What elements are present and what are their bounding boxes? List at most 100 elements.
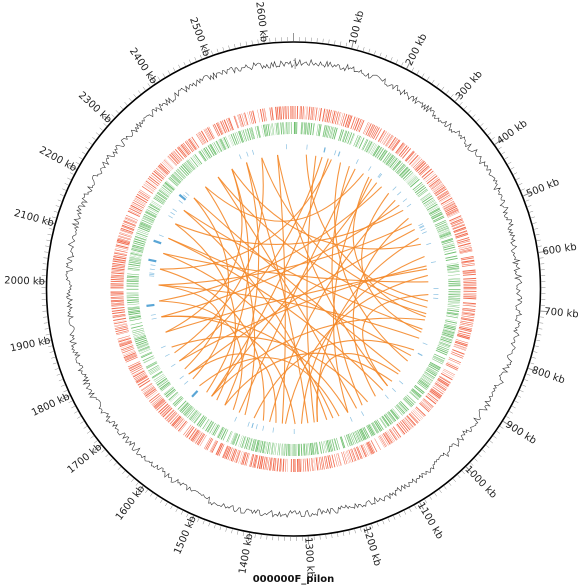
reverse-gene [444, 322, 457, 326]
reverse-gene [347, 132, 353, 144]
reverse-gene [379, 417, 387, 429]
reverse-gene [358, 429, 365, 441]
forward-gene [198, 132, 206, 144]
reverse-gene [166, 389, 177, 399]
forward-gene [302, 458, 305, 472]
reverse-gene [448, 298, 461, 300]
reverse-gene [137, 344, 149, 350]
forward-gene [311, 457, 314, 471]
reverse-gene [443, 328, 455, 332]
forward-gene [294, 106, 296, 120]
repeat-marker [151, 259, 157, 262]
reverse-gene [220, 428, 227, 440]
repeat-marker [417, 353, 423, 357]
repeat-marker [417, 352, 423, 356]
kb-tick-label: 600 kb [542, 242, 578, 258]
scale-tick [222, 47, 225, 52]
forward-gene [321, 456, 325, 470]
forward-gene [437, 191, 449, 199]
scale-tick [80, 421, 84, 424]
repeat-marker [377, 173, 382, 178]
forward-gene [280, 106, 282, 120]
forward-gene [441, 371, 454, 379]
forward-gene [304, 458, 307, 472]
reverse-gene [372, 145, 380, 156]
link-arc [331, 165, 363, 406]
reverse-gene [168, 178, 178, 187]
forward-gene [221, 120, 228, 133]
forward-gene [161, 407, 172, 417]
forward-gene [382, 133, 390, 145]
forward-gene [439, 195, 452, 203]
forward-gene [323, 456, 327, 470]
reverse-gene [223, 137, 230, 149]
forward-gene [455, 339, 469, 344]
forward-gene [459, 250, 473, 254]
scale-tick [109, 458, 113, 462]
repeat-marker [151, 317, 157, 320]
forward-gene [339, 112, 344, 126]
link-arc [217, 176, 358, 409]
forward-gene [195, 432, 203, 444]
reverse-gene [433, 355, 445, 362]
reverse-gene [126, 280, 139, 282]
link-arc [305, 154, 429, 302]
scale-tick [533, 351, 538, 353]
forward-gene [463, 287, 477, 289]
scale-ticks [37, 33, 549, 545]
reverse-gene [364, 140, 371, 152]
forward-gene [462, 272, 476, 274]
kb-tick-label: 2400 kb [127, 46, 159, 86]
scale-tick [61, 384, 65, 387]
forward-gene [455, 340, 468, 346]
kb-tick-label: 900 kb [503, 419, 538, 447]
reverse-gene [391, 408, 400, 419]
link-arc [276, 154, 286, 424]
scale-tick [537, 334, 542, 336]
forward-gene [173, 417, 183, 428]
forward-gene [183, 424, 192, 436]
forward-gene [423, 170, 434, 180]
forward-gene [136, 193, 149, 202]
forward-gene [174, 149, 184, 160]
reverse-gene [250, 127, 255, 140]
scale-tick [103, 123, 107, 127]
forward-gene [271, 107, 274, 121]
link-arcs [158, 154, 429, 425]
forward-gene [354, 447, 360, 460]
reverse-gene [138, 346, 150, 352]
forward-gene [298, 458, 300, 472]
link-arc [269, 199, 396, 423]
reverse-gene [330, 126, 334, 139]
reverse-gene [409, 391, 419, 401]
forward-gene [459, 323, 473, 327]
scale-tick [42, 339, 51, 343]
scale-tick [421, 73, 425, 78]
forward-gene [129, 206, 142, 213]
reverse-gene [283, 443, 285, 456]
forward-gene [462, 303, 476, 306]
reverse-gene [241, 130, 246, 142]
forward-gene [110, 291, 124, 292]
reverse-gene [231, 432, 237, 445]
reverse-gene [439, 231, 451, 237]
reverse-gene [429, 208, 441, 215]
forward-gene [128, 362, 141, 370]
forward-gene [120, 230, 133, 235]
forward-gene [123, 220, 136, 226]
repeat-marker [170, 211, 175, 216]
forward-gene [260, 456, 264, 470]
forward-gene [350, 116, 356, 130]
scale-tick [446, 90, 449, 94]
scale-tick [150, 76, 156, 84]
reverse-gene [446, 262, 459, 265]
scale-tick [178, 64, 181, 69]
scale-tick [124, 101, 128, 106]
scale-tick [448, 482, 452, 486]
repeat-marker [272, 427, 274, 433]
forward-gene [200, 130, 209, 143]
reverse-gene [192, 412, 200, 423]
forward-gene [287, 458, 288, 472]
forward-gene [112, 313, 126, 317]
reverse-gene [199, 417, 207, 428]
